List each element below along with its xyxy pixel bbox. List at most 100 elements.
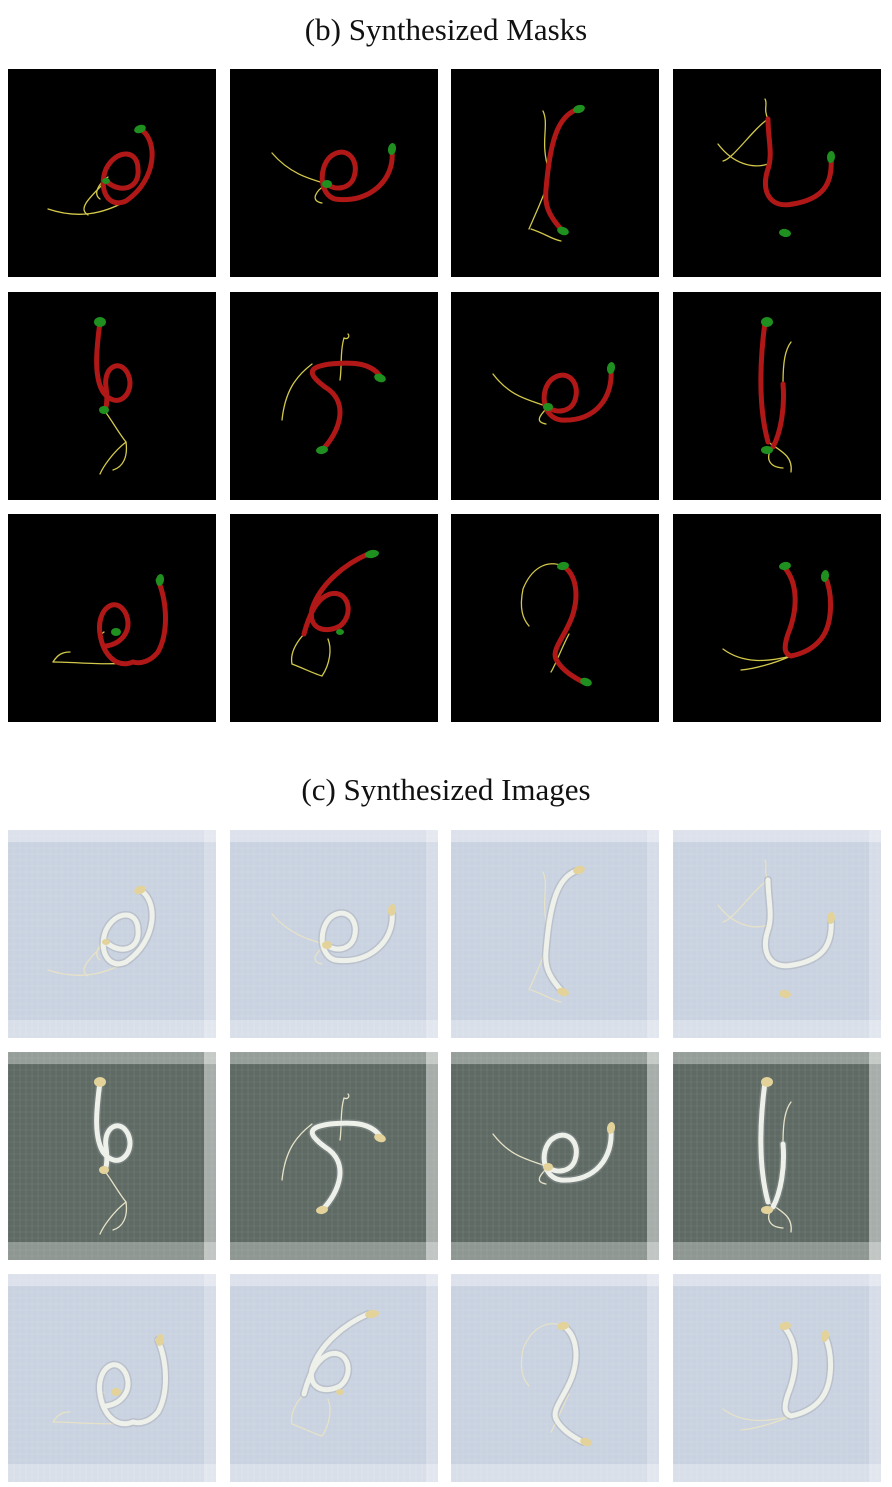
- hypocotyl-path: [762, 877, 834, 969]
- cotyledon-mark: [826, 151, 836, 163]
- root-path: [530, 228, 562, 242]
- root-path: [281, 1123, 313, 1181]
- cotyledon-mark: [779, 561, 791, 571]
- section-c-title: (c) Synthesized Images: [301, 772, 591, 807]
- cotyledon-mark: [543, 403, 553, 411]
- cotyledon-mark: [580, 1437, 592, 1447]
- root-path: [530, 989, 562, 1003]
- synth-image-tile: [451, 1052, 659, 1260]
- cotyledon-mark: [94, 1077, 106, 1087]
- hypocotyl-path: [319, 909, 395, 964]
- root-path: [717, 143, 769, 167]
- seedling-mask: [717, 98, 836, 238]
- cotyledon-mark: [761, 446, 773, 454]
- root-path: [520, 1323, 564, 1387]
- root-path: [343, 1093, 350, 1100]
- backdrop: [8, 1052, 216, 1260]
- mask-tile: [8, 514, 216, 722]
- seedling-mask: [52, 574, 168, 667]
- cotyledon-mark: [820, 570, 830, 582]
- cotyledon-mark: [557, 1321, 569, 1331]
- seedling-image: [451, 830, 659, 1038]
- seedling-image: [230, 1052, 438, 1260]
- root-path: [520, 563, 564, 627]
- root-path: [722, 1408, 792, 1422]
- cotyledon-mark: [573, 104, 585, 114]
- root-path: [550, 1393, 570, 1433]
- backdrop: [230, 1274, 438, 1482]
- seedling-mask: [271, 143, 397, 204]
- seedling-image: [673, 1274, 881, 1482]
- cotyledon-mark: [543, 1163, 553, 1171]
- cotyledon-mark: [826, 912, 836, 924]
- cotyledon-mark: [374, 1133, 386, 1143]
- seedling-mask: [290, 549, 379, 677]
- cotyledon-mark: [573, 865, 585, 875]
- hypocotyl-path: [100, 887, 155, 967]
- cotyledon-mark: [374, 373, 386, 383]
- hypocotyl-path: [310, 360, 383, 453]
- cotyledon-mark: [761, 1077, 773, 1087]
- cotyledon-mark: [779, 989, 791, 999]
- synth-image-tile: [451, 830, 659, 1038]
- hypocotyl-path: [97, 577, 168, 667]
- backdrop: [451, 830, 659, 1038]
- root-path: [722, 879, 769, 923]
- root-path: [339, 337, 345, 381]
- hypocotyl-path: [758, 1079, 786, 1210]
- root-path: [764, 859, 769, 881]
- cotyledon-mark: [336, 1389, 344, 1395]
- hypocotyl-path: [319, 148, 395, 203]
- backdrop: [451, 1052, 659, 1260]
- backdrop: [673, 830, 881, 1038]
- root-path: [740, 1415, 792, 1431]
- root-path: [343, 333, 350, 340]
- seedling-image: [8, 1052, 216, 1260]
- seedling-mask: [47, 124, 155, 216]
- cotyledon-mark: [557, 987, 569, 997]
- backdrop: [8, 830, 216, 1038]
- seedling-mask: [528, 104, 585, 242]
- root-path: [291, 663, 323, 677]
- synth-image-tile: [230, 1052, 438, 1260]
- root-path: [782, 1101, 792, 1145]
- mask-tile: [230, 292, 438, 500]
- cotyledon-mark: [606, 1122, 616, 1134]
- seedling-image: [8, 830, 216, 1038]
- hypocotyl-path: [100, 126, 155, 206]
- root-path: [542, 871, 548, 926]
- root-path: [722, 118, 769, 162]
- mask-tile: [230, 514, 438, 722]
- root-path: [321, 638, 331, 677]
- root-path: [99, 1201, 127, 1235]
- hypocotyl-path: [762, 116, 834, 208]
- root-path: [83, 943, 105, 977]
- root-path: [112, 1201, 128, 1231]
- synth-image-tile: [673, 1274, 881, 1482]
- mask-tile: [230, 69, 438, 277]
- backdrop: [230, 830, 438, 1038]
- synth-image-tile: [673, 830, 881, 1038]
- hypocotyl-path: [552, 1323, 586, 1445]
- cotyledon-mark: [94, 317, 106, 327]
- hypocotyl-path: [543, 106, 582, 232]
- synth-image-tile: [8, 830, 216, 1038]
- mask-tile: [451, 292, 659, 500]
- root-path: [782, 341, 792, 385]
- cotyledon-mark: [779, 1321, 791, 1331]
- hypocotyl-path: [552, 563, 586, 685]
- cotyledon-mark: [365, 1309, 379, 1319]
- cotyledon-mark: [779, 228, 791, 238]
- root-path: [83, 182, 105, 216]
- synth-image-tile: [451, 1274, 659, 1482]
- cotyledon-mark: [99, 1166, 109, 1174]
- root-path: [722, 648, 792, 662]
- hypocotyl-path: [94, 319, 133, 413]
- cotyledon-mark: [322, 941, 332, 949]
- mask-tile: [451, 514, 659, 722]
- backdrop: [673, 1274, 881, 1482]
- root-path: [281, 363, 313, 421]
- hypocotyl-path: [541, 367, 614, 423]
- synth-image-tile: [230, 830, 438, 1038]
